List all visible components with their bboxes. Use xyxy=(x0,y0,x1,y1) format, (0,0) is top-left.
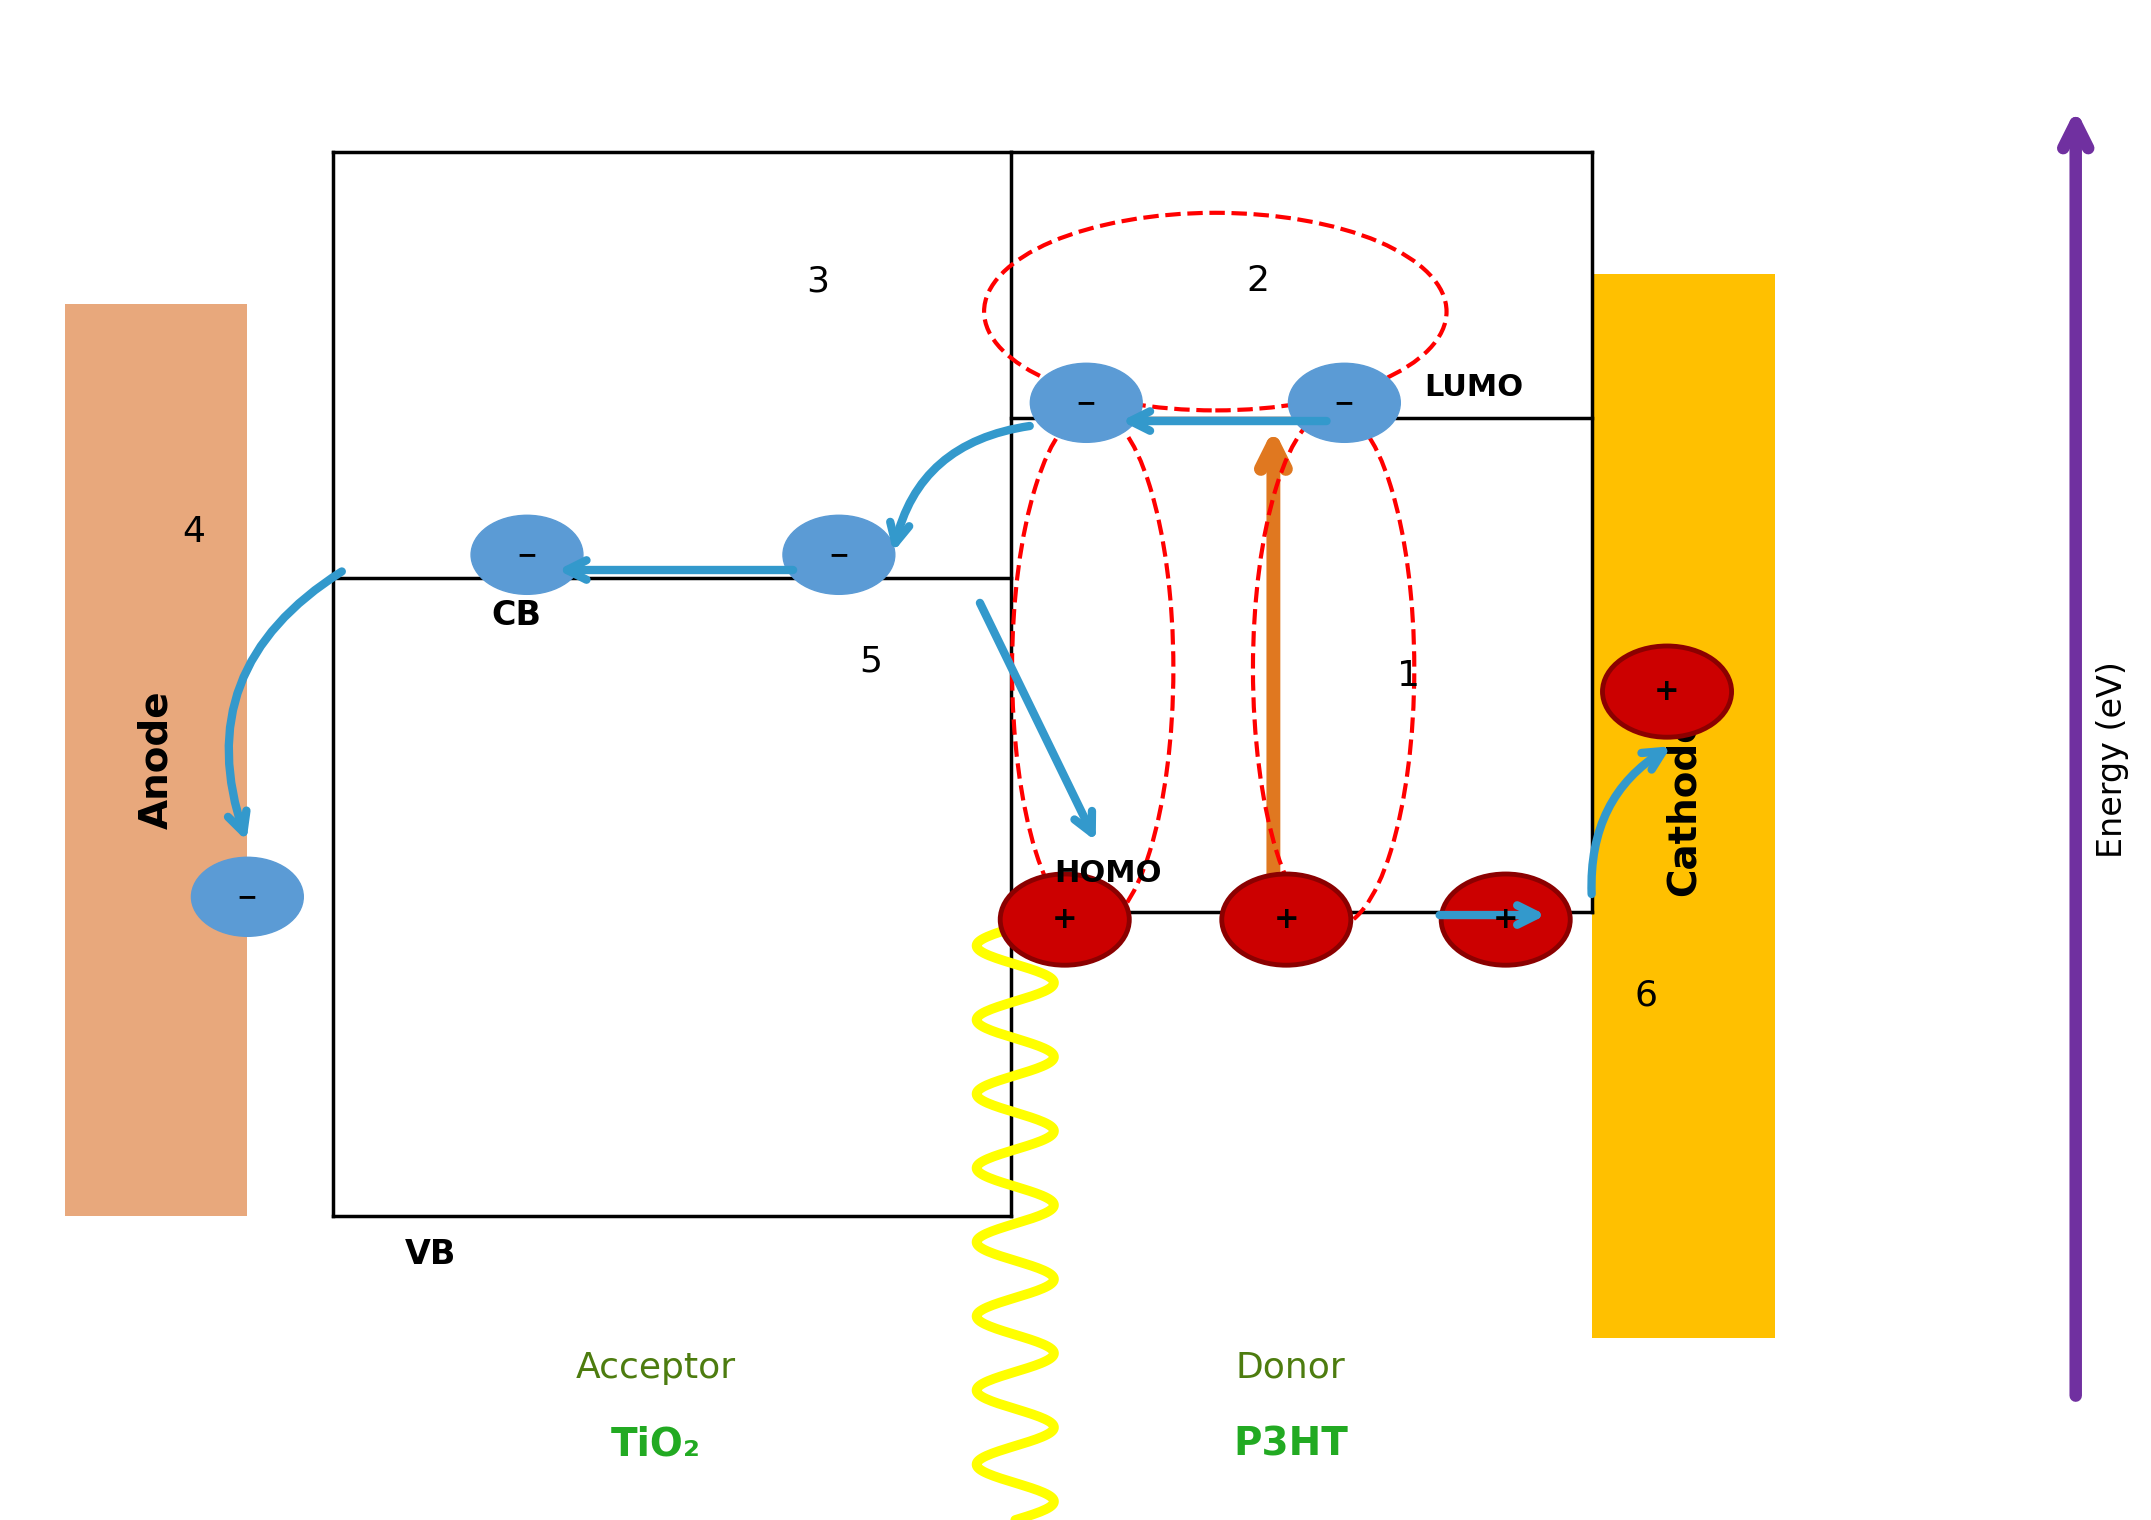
Text: −: − xyxy=(237,885,258,909)
Circle shape xyxy=(1030,363,1142,442)
Circle shape xyxy=(783,515,895,594)
Text: +: + xyxy=(1052,904,1078,935)
Text: +: + xyxy=(1273,904,1299,935)
Text: Acceptor: Acceptor xyxy=(576,1351,736,1385)
Circle shape xyxy=(471,515,583,594)
Text: −: − xyxy=(828,543,850,567)
Circle shape xyxy=(1441,874,1570,965)
Text: 1: 1 xyxy=(1398,660,1420,693)
Text: 3: 3 xyxy=(807,264,828,298)
Text: CB: CB xyxy=(490,599,542,632)
Circle shape xyxy=(1000,874,1129,965)
Text: 5: 5 xyxy=(860,644,882,678)
Text: Energy (eV): Energy (eV) xyxy=(2095,661,2129,859)
Text: Donor: Donor xyxy=(1235,1351,1347,1385)
Text: P3HT: P3HT xyxy=(1233,1426,1349,1462)
Text: −: − xyxy=(1076,391,1097,415)
Text: +: + xyxy=(1493,904,1519,935)
Text: 4: 4 xyxy=(183,515,204,549)
Text: TiO₂: TiO₂ xyxy=(611,1426,701,1462)
Circle shape xyxy=(1222,874,1351,965)
Circle shape xyxy=(1602,646,1732,737)
Text: 2: 2 xyxy=(1248,264,1269,298)
Text: VB: VB xyxy=(404,1237,456,1271)
Text: −: − xyxy=(516,543,538,567)
Circle shape xyxy=(1288,363,1400,442)
Text: HOMO: HOMO xyxy=(1054,859,1162,889)
FancyBboxPatch shape xyxy=(65,304,247,1216)
Text: LUMO: LUMO xyxy=(1424,372,1523,403)
Text: +: + xyxy=(1654,676,1680,707)
Text: Cathode: Cathode xyxy=(1665,714,1701,897)
Text: −: − xyxy=(1334,391,1355,415)
Circle shape xyxy=(191,857,303,936)
Text: Anode: Anode xyxy=(138,690,174,830)
Text: 6: 6 xyxy=(1635,979,1656,1012)
FancyBboxPatch shape xyxy=(1592,274,1775,1338)
